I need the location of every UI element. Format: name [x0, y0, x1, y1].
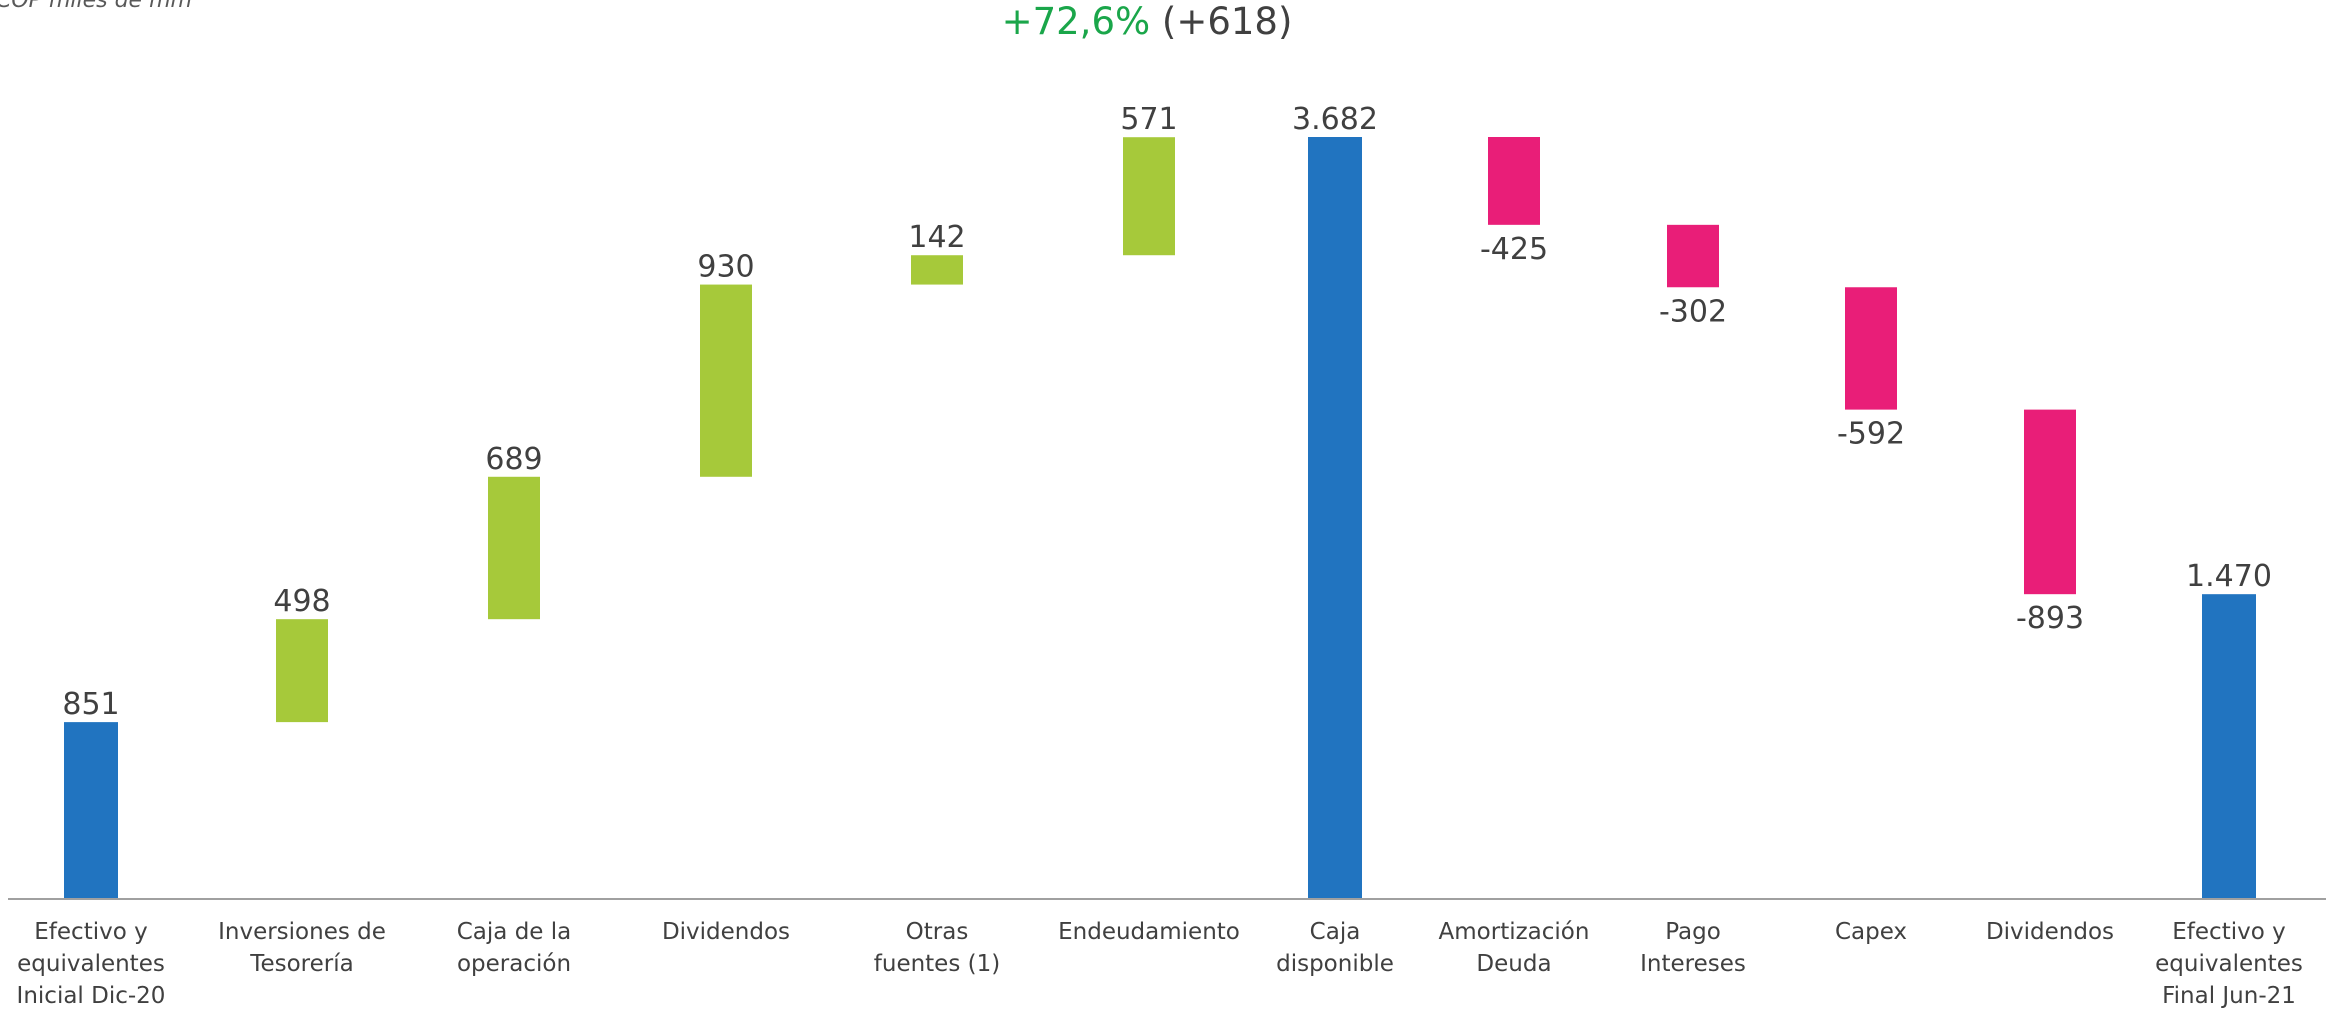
bar — [64, 722, 118, 898]
category-label: Inversiones de Tesorería — [218, 919, 386, 977]
bar — [1308, 137, 1362, 898]
value-label: 1.470 — [2186, 559, 2272, 594]
category-label: Endeudamiento — [1058, 919, 1240, 945]
value-label: 571 — [1120, 102, 1177, 137]
bar — [2024, 409, 2076, 595]
bar — [911, 255, 963, 285]
value-label: -592 — [1837, 417, 1905, 452]
bar — [1488, 137, 1540, 225]
category-label: Caja disponible — [1276, 919, 1394, 977]
value-label: -893 — [2016, 601, 2084, 636]
category-label: Pago Intereses — [1640, 919, 1746, 977]
title: +72,6% (+618) — [1002, 0, 1293, 43]
value-label: -302 — [1659, 294, 1727, 329]
title-delta: (+618) — [1161, 0, 1293, 43]
bar — [276, 619, 328, 723]
category-label: Efectivo y equivalentes Inicial Dic-20 — [16, 919, 166, 1009]
value-label: 689 — [485, 442, 542, 477]
category-label: Dividendos — [661, 919, 791, 945]
value-label: 142 — [908, 220, 965, 255]
value-label: 3.682 — [1292, 102, 1378, 137]
value-label: -425 — [1480, 232, 1548, 267]
bar — [488, 476, 540, 620]
bar — [1667, 224, 1719, 288]
bar — [1845, 287, 1897, 410]
category-label: Dividendos — [1985, 919, 2115, 945]
category-label: Otras fuentes (1) — [873, 919, 1001, 977]
category-label: Efectivo y equivalentes Final Jun-21 — [2155, 919, 2303, 1009]
category-label: Amortización Deuda — [1438, 919, 1590, 977]
value-label: 930 — [697, 250, 754, 285]
title-change: +72,6% — [1001, 0, 1151, 43]
bar — [2202, 594, 2256, 898]
subtitle: COP miles de mm — [0, 0, 192, 13]
bar — [1123, 137, 1175, 256]
category-label: Caja de la operación — [456, 919, 572, 977]
value-label: 851 — [62, 687, 119, 722]
value-label: 498 — [273, 584, 330, 619]
bar — [700, 284, 752, 477]
category-label: Capex — [1834, 919, 1908, 945]
